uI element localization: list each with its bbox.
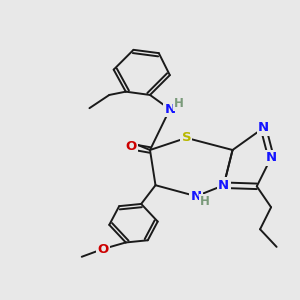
Text: N: N — [191, 190, 202, 203]
Text: H: H — [200, 195, 210, 208]
Text: S: S — [182, 131, 191, 144]
Text: O: O — [97, 243, 108, 256]
Text: H: H — [174, 97, 184, 110]
Text: N: N — [218, 179, 229, 192]
Text: N: N — [266, 151, 277, 164]
Text: N: N — [164, 103, 175, 116]
Text: O: O — [126, 140, 137, 153]
Text: N: N — [258, 122, 269, 134]
